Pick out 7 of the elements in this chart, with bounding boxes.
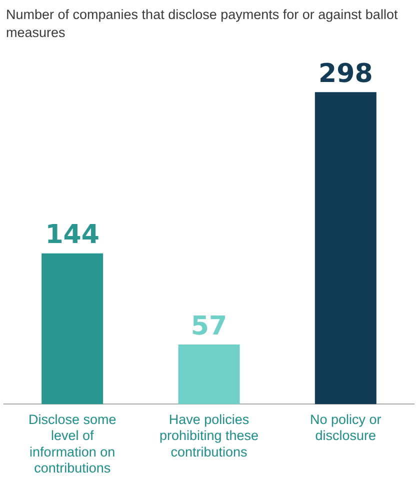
x-tick-label: Have policies prohibiting these contributions — [159, 412, 259, 460]
data-label: 298 — [318, 58, 373, 89]
x-tick-label: No policy or disclosure — [310, 412, 382, 444]
x-tick-label: Disclose some level of information on contributions — [28, 412, 116, 476]
data-label: 57 — [190, 311, 228, 342]
chart-title: Number of companies that disclose payments for or against ballot measures — [6, 6, 399, 42]
data-label: 144 — [45, 220, 100, 250]
